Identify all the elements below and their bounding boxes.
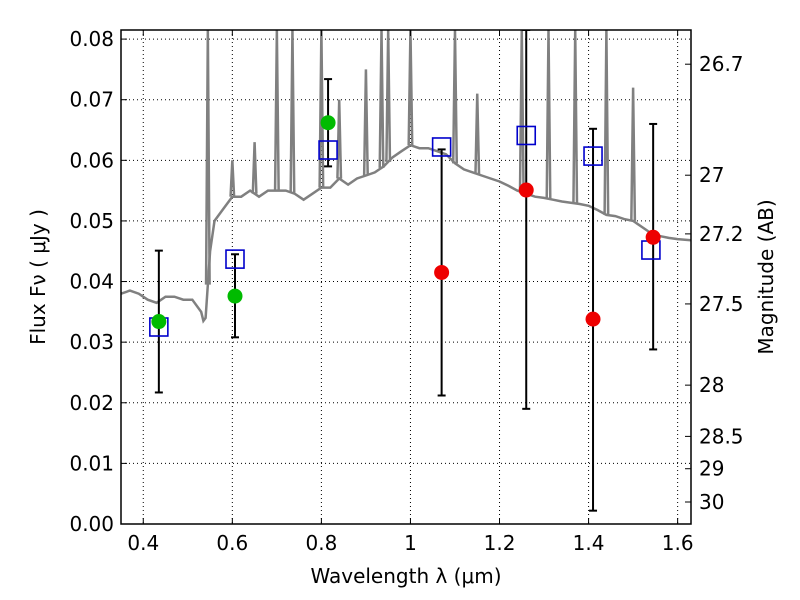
mag-tick-label: 28 [699, 373, 724, 397]
x-axis-ticks: 0.4 0.6 0.8 1 1.2 1.4 1.6 [127, 30, 694, 555]
emission-line [289, 30, 296, 193]
x-tick-label: 0.6 [216, 531, 248, 555]
y-axis-ticks: 0.00 0.01 0.02 0.03 0.04 0.05 0.06 0.07 0.08 [69, 27, 127, 536]
x-tick-label: 1.6 [662, 531, 694, 555]
emission-line [451, 30, 459, 164]
upper-flux-point [585, 311, 601, 327]
x-tick-label: 1.2 [484, 531, 516, 555]
detected-flux-point [151, 314, 167, 330]
error-bars [154, 30, 658, 512]
emission-line [518, 30, 525, 193]
x-axis-label: Wavelength λ (μm) [310, 564, 501, 588]
emission-line [336, 99, 343, 179]
emission-line [385, 30, 392, 162]
y-tick-label: 0.00 [69, 512, 114, 536]
magnitude-axis-ticks: 26.7 27 27.2 27.5 28 28.5 29 30 [685, 52, 744, 514]
model-flux-marker [318, 140, 338, 160]
emission-line [630, 87, 637, 221]
mag-tick-label: 28.5 [699, 424, 744, 448]
mag-tick-label: 29 [699, 457, 724, 481]
template-spectrum [121, 30, 691, 324]
mag-tick-label: 30 [699, 490, 724, 514]
emission-line [251, 142, 258, 194]
mag-tick-label: 27.2 [699, 222, 744, 246]
emission-line [572, 30, 579, 204]
x-tick-label: 1.4 [573, 531, 605, 555]
emission-line [273, 30, 280, 191]
emission-line [407, 30, 414, 146]
y-tick-label: 0.03 [69, 330, 114, 354]
emission-line [318, 30, 325, 188]
magnitude-axis-label: Magnitude (AB) [754, 199, 778, 354]
y-tick-label: 0.04 [69, 270, 114, 294]
model-flux-marker [431, 137, 452, 157]
mag-tick-label: 27.5 [699, 292, 744, 316]
x-tick-label: 0.4 [127, 531, 159, 555]
detected-flux-point [320, 115, 336, 131]
template-continuum [121, 143, 691, 324]
y-tick-label: 0.06 [69, 148, 114, 172]
emission-line [603, 30, 610, 215]
x-tick-label: 0.8 [305, 531, 337, 555]
y-axis-label: Flux Fν ( μJy ) [26, 209, 50, 345]
y-tick-label: 0.08 [69, 27, 114, 51]
upper-flux-point [645, 229, 661, 245]
emission-line [204, 30, 211, 285]
model-flux-marker [516, 125, 537, 146]
y-tick-label: 0.07 [69, 88, 114, 112]
plot-frame [120, 29, 692, 525]
emission-line [474, 93, 481, 174]
emission-line [229, 160, 236, 197]
detected-flux-point [227, 288, 243, 304]
mag-tick-label: 27 [699, 163, 724, 187]
y-tick-label: 0.02 [69, 391, 114, 415]
emission-line [545, 30, 552, 199]
x-tick-label: 1 [404, 531, 417, 555]
y-tick-label: 0.01 [69, 451, 114, 475]
model-flux-marker [583, 146, 603, 166]
upper-flux-point [434, 264, 450, 280]
y-tick-label: 0.05 [69, 209, 114, 233]
upper-flux-point [518, 182, 534, 198]
emission-line [378, 30, 385, 168]
emission-line [362, 69, 369, 176]
model-flux-marker [225, 249, 245, 269]
photometry-markers [149, 115, 661, 337]
mag-tick-label: 26.7 [699, 52, 744, 76]
